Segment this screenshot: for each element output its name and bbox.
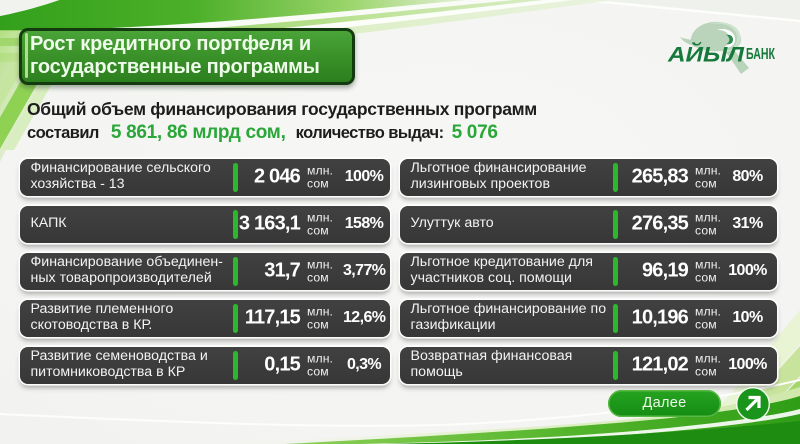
svg-text:БАНК: БАНК — [746, 46, 775, 63]
svg-text:АЙЫЛ: АЙЫЛ — [667, 43, 745, 67]
